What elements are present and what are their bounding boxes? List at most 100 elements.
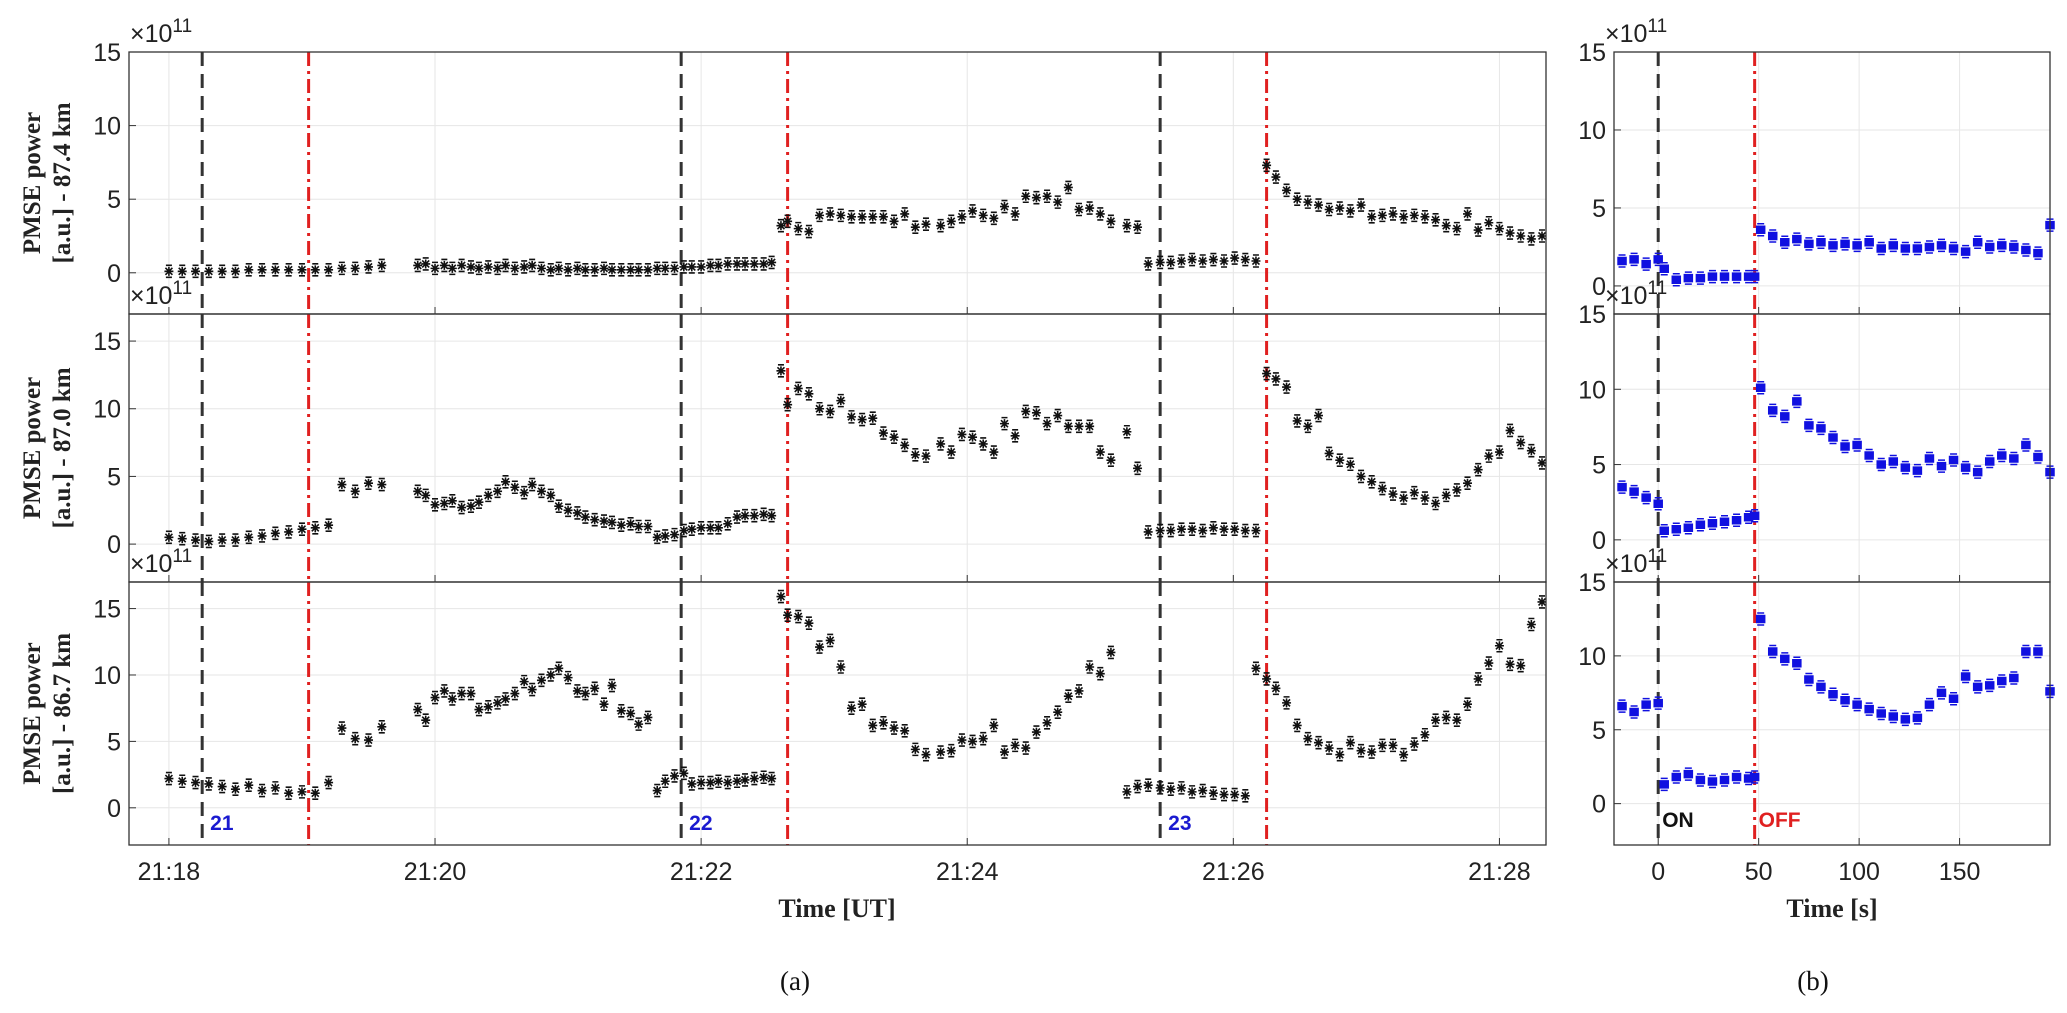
data-point	[1452, 221, 1462, 236]
data-point	[1377, 481, 1387, 496]
data-point	[1388, 738, 1398, 753]
data-point	[1484, 215, 1494, 230]
data-point	[1409, 485, 1419, 500]
data-point	[1537, 595, 1547, 609]
data-point	[1936, 238, 1947, 253]
data-point	[1864, 235, 1874, 250]
data-point	[536, 484, 546, 499]
data-point	[946, 214, 956, 229]
data-point	[1816, 421, 1826, 436]
data-point	[1262, 158, 1272, 173]
y-tick-label: 10	[93, 662, 121, 690]
data-point	[723, 775, 733, 790]
data-point	[1924, 697, 1935, 712]
data-point	[1166, 782, 1176, 797]
data-point	[670, 769, 680, 783]
panel-b-3: 0 5 10 15	[1578, 569, 2055, 846]
data-point	[732, 257, 742, 271]
data-point	[696, 521, 706, 535]
data-point	[1505, 657, 1515, 672]
data-point	[1074, 684, 1084, 698]
data-point	[687, 260, 697, 274]
data-point	[1749, 269, 1760, 284]
data-point	[825, 207, 835, 221]
data-point	[164, 264, 174, 279]
data-point	[1912, 241, 1923, 256]
data-point	[643, 263, 653, 277]
data-point	[1997, 448, 2007, 463]
data-point	[177, 264, 187, 279]
data-point	[599, 697, 609, 712]
data-point	[783, 608, 793, 623]
data-point	[1122, 218, 1132, 233]
data-point	[804, 387, 814, 401]
data-point	[1031, 725, 1041, 739]
data-point	[1840, 693, 1850, 707]
data-point	[1484, 656, 1494, 670]
data-point	[1292, 718, 1302, 733]
data-point	[297, 522, 307, 537]
data-point	[815, 640, 825, 654]
data-point	[1313, 408, 1323, 423]
data-point	[1095, 207, 1105, 221]
data-point	[740, 773, 750, 787]
data-point	[1876, 457, 1886, 472]
data-point	[1074, 419, 1084, 434]
data-point	[1537, 229, 1547, 243]
data-point	[616, 263, 626, 277]
data-point	[284, 263, 294, 277]
panel-a-1: 0 5 10 15	[93, 39, 1547, 315]
data-point	[1042, 416, 1052, 431]
data-point	[1505, 226, 1515, 240]
x-tick-label-b: 100	[1838, 858, 1880, 886]
data-point	[510, 480, 520, 495]
data-point	[590, 263, 600, 277]
data-point	[1653, 696, 1663, 710]
data-point	[244, 530, 254, 545]
data-point	[1840, 237, 1850, 251]
panel-a-3: 0 5 10 15	[93, 581, 1547, 846]
data-point	[413, 258, 423, 273]
data-point	[1473, 672, 1483, 686]
data-point	[1377, 738, 1387, 753]
data-point	[889, 430, 899, 444]
data-point	[1399, 491, 1409, 505]
data-point	[1516, 229, 1526, 243]
data-point	[687, 522, 697, 537]
data-point	[1377, 208, 1387, 223]
data-point	[836, 393, 846, 408]
data-point	[652, 530, 662, 545]
data-point	[1010, 207, 1020, 221]
data-point	[519, 674, 529, 689]
data-point	[1804, 237, 1814, 251]
y-tick-label: 15	[1578, 39, 1606, 67]
data-point	[1053, 195, 1063, 209]
data-point	[1948, 691, 1959, 706]
data-point	[1876, 706, 1886, 721]
data-point	[626, 516, 636, 531]
data-point	[1653, 496, 1663, 511]
data-point	[1367, 475, 1377, 489]
data-point	[1671, 770, 1682, 784]
data-point	[1984, 678, 1995, 693]
data-point	[759, 257, 769, 271]
data-point	[493, 484, 503, 499]
data-point	[1526, 617, 1536, 632]
data-point	[1367, 210, 1377, 224]
data-point	[1335, 747, 1345, 762]
data-point	[1505, 423, 1515, 438]
data-point	[793, 221, 803, 236]
data-point	[1230, 787, 1240, 802]
data-point	[2009, 671, 2019, 685]
y-tick-label: 5	[1592, 195, 1606, 223]
data-point	[363, 476, 373, 490]
data-point	[1313, 198, 1323, 212]
data-point	[1997, 238, 2007, 253]
data-point	[536, 673, 546, 688]
data-point	[2021, 243, 2031, 257]
data-point	[978, 208, 988, 223]
data-point	[670, 527, 680, 542]
data-point	[825, 633, 835, 648]
data-point	[1133, 779, 1143, 794]
data-point	[1828, 430, 1838, 445]
